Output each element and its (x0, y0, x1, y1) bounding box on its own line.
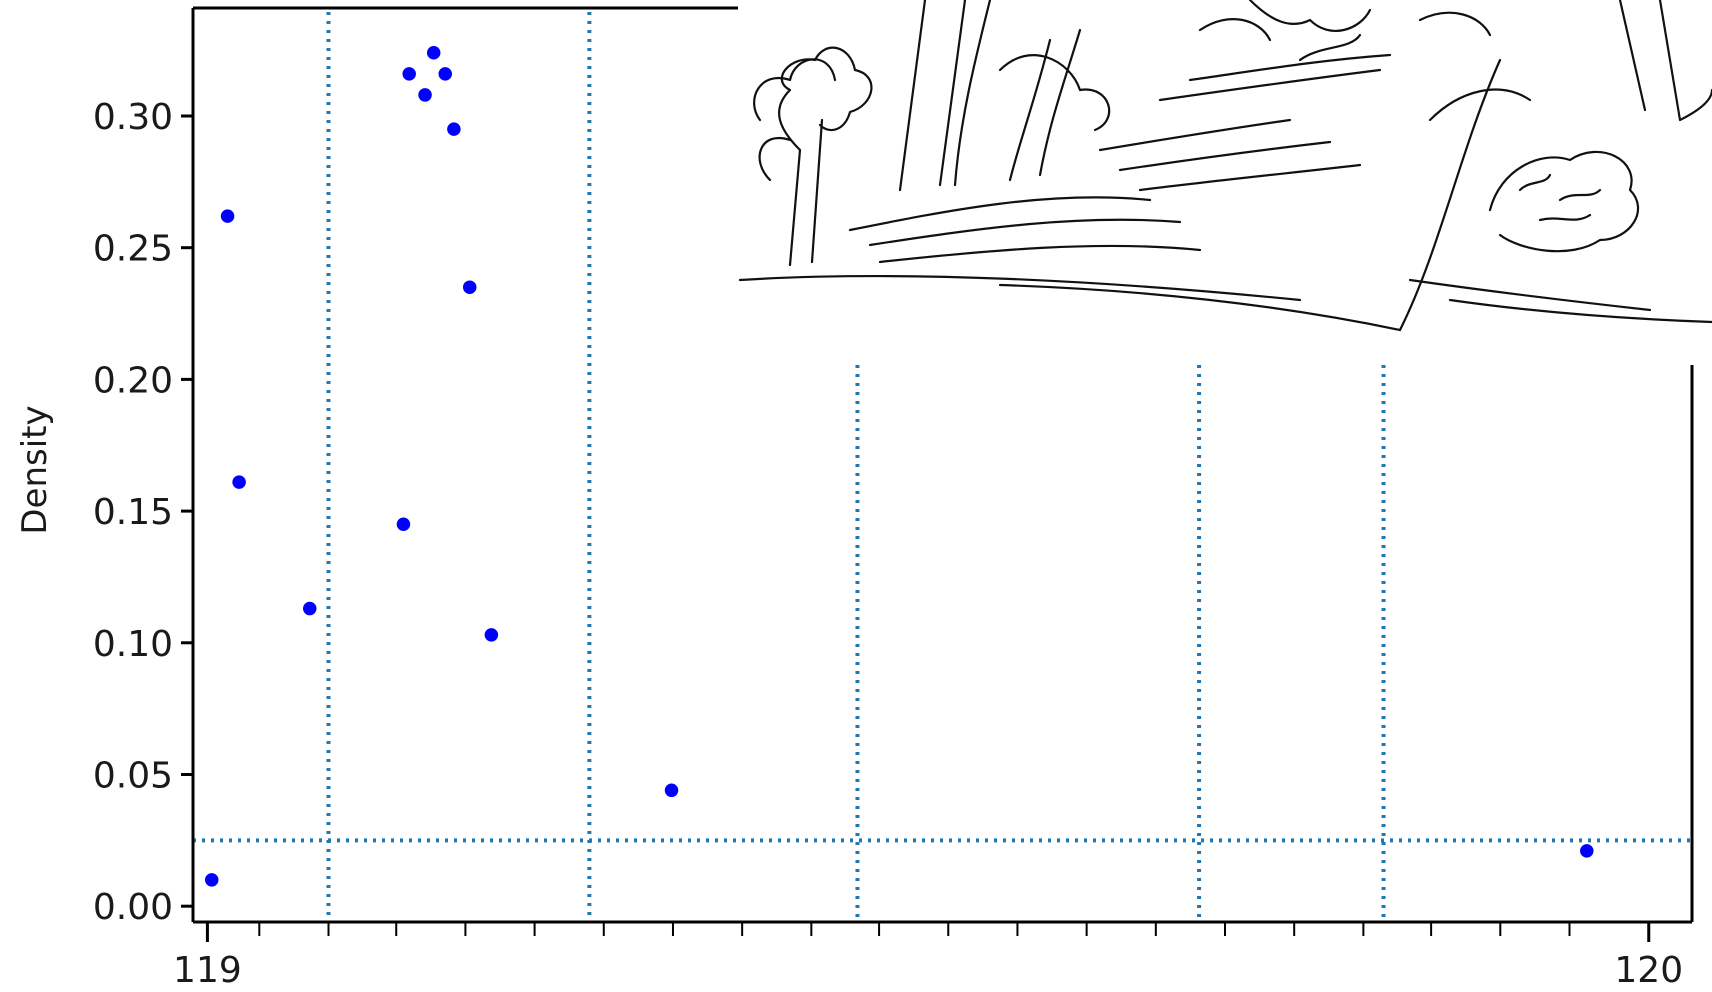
y-tick-label: 0.10 (93, 624, 173, 665)
y-tick-label: 0.20 (93, 360, 173, 401)
data-point (483, 626, 500, 644)
data-point (230, 473, 248, 491)
data-point (663, 782, 680, 799)
y-tick-label: 0.25 (93, 229, 173, 270)
x-axis-ticks: 119 120 (173, 922, 1683, 991)
data-point (461, 278, 478, 296)
y-tick-label: 0.15 (93, 492, 173, 533)
data-point (445, 120, 463, 138)
data-point (436, 65, 454, 83)
x-minor-ticks (258, 922, 1571, 936)
x-tick-label: 119 (173, 950, 242, 991)
data-point (301, 600, 318, 617)
x-tick-label: 120 (1614, 950, 1683, 991)
data-point (203, 871, 220, 889)
y-tick-label: 0.05 (93, 755, 173, 796)
y-axis-label: Density (15, 405, 55, 534)
y-tick-label: 0.00 (93, 887, 173, 928)
data-point (400, 65, 418, 83)
data-points (203, 44, 1596, 889)
data-point (425, 44, 442, 62)
data-point (219, 207, 236, 225)
reference-lines (193, 12, 1692, 922)
y-tick-label: 0.30 (93, 97, 173, 138)
data-point (1578, 842, 1596, 860)
pencil-sketch-inset-image (738, 0, 1712, 362)
data-point (395, 516, 412, 533)
y-axis-ticks: 0.00 0.05 0.10 0.15 0.20 0.25 0.30 (93, 97, 193, 928)
data-point (416, 86, 434, 104)
